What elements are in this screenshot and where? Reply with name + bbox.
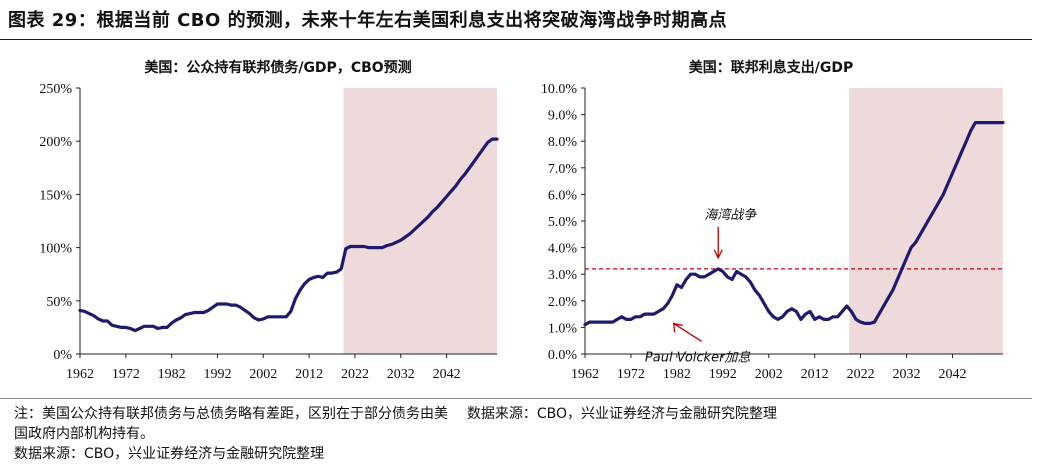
chart-title: 美国：公众持有联邦债务/GDP，CBO预测 xyxy=(144,59,411,76)
y-tick-label: 3.0% xyxy=(548,268,578,283)
y-tick-label: 0.0% xyxy=(548,348,578,363)
x-tick-label: 1982 xyxy=(663,367,691,382)
x-tick-label: 2012 xyxy=(295,367,323,382)
annotation-arrow-shaft xyxy=(673,322,703,342)
x-tick-label: 2042 xyxy=(938,367,966,382)
x-tick-label: 2002 xyxy=(755,367,783,382)
y-tick-label: 5.0% xyxy=(548,215,578,230)
x-tick-label: 1962 xyxy=(66,367,94,382)
y-tick-label: 8.0% xyxy=(548,135,578,150)
note-line-2: 国政府内部机构持有。 xyxy=(14,426,154,442)
series-line xyxy=(583,120,1005,327)
y-tick-label: 9.0% xyxy=(548,109,578,124)
source-inline: 数据来源：CBO，兴业证券经济与金融研究院整理 xyxy=(466,406,778,422)
y-tick-label: 50% xyxy=(46,295,72,310)
annotation-arrow-head xyxy=(713,249,723,260)
x-tick-label: 2012 xyxy=(801,367,829,382)
x-tick-label: 2032 xyxy=(893,367,921,382)
x-tick-label: 2042 xyxy=(433,367,461,382)
x-tick-label: 2022 xyxy=(341,367,369,382)
x-tick-label: 1962 xyxy=(571,367,599,382)
annotation-arrow-head xyxy=(672,322,683,333)
footnote-line-1: 注：美国公众持有联邦债务与总债务略有差距，区别在于部分债务由美 数据来源：CBO… xyxy=(14,404,777,424)
x-tick-label: 2022 xyxy=(847,367,875,382)
annotation-gulf-war: 海湾战争 xyxy=(704,207,757,223)
x-tick-label: 1992 xyxy=(709,367,737,382)
forecast-shading xyxy=(849,88,1003,354)
x-tick-label: 1982 xyxy=(158,367,186,382)
annotation-volcker: Paul Volcker加息 xyxy=(645,349,751,365)
y-tick-label: 250% xyxy=(39,82,72,97)
chart-public-debt: 美国：公众持有联邦债务/GDP，CBO预测 0% 50% 100% 150% 200% 25… xyxy=(39,59,499,382)
forecast-shading xyxy=(343,88,497,354)
x-tick-label: 1972 xyxy=(617,367,645,382)
y-tick-label: 150% xyxy=(39,188,72,203)
y-tick-label: 200% xyxy=(39,135,72,150)
title-rule xyxy=(0,39,1032,40)
y-tick-label: 1.0% xyxy=(548,321,578,336)
y-tick-label: 100% xyxy=(39,242,72,257)
y-tick-label: 7.0% xyxy=(548,162,578,177)
figure-title: 图表 29：根据当前 CBO 的预测，未来十年左右美国利息支出将突破海湾战争时期… xyxy=(8,10,728,31)
series-line xyxy=(78,137,499,333)
x-tick-label: 1992 xyxy=(203,367,231,382)
y-tick-label: 0% xyxy=(53,348,72,363)
source-line: 数据来源：CBO，兴业证券经济与金融研究院整理 xyxy=(14,446,325,462)
y-tick-label: 4.0% xyxy=(548,242,578,257)
x-tick-label: 2032 xyxy=(387,367,415,382)
chart-interest-outlays: 美国：联邦利息支出/GDP 0.0% 1.0% 2.0% 3.0% 4.0% 5.0% 6.0… xyxy=(541,59,1005,382)
y-tick-label: 2.0% xyxy=(548,295,578,310)
x-tick-label: 1972 xyxy=(112,367,140,382)
footnotes: 注：美国公众持有联邦债务与总债务略有差距，区别在于部分债务由美 数据来源：CBO… xyxy=(14,404,777,464)
x-tick-label: 2002 xyxy=(249,367,277,382)
footnote-rule xyxy=(0,398,1032,399)
chart-title: 美国：联邦利息支出/GDP xyxy=(689,59,854,76)
note-line-1: 注：美国公众持有联邦债务与总债务略有差距，区别在于部分债务由美 xyxy=(14,406,448,422)
y-tick-label: 6.0% xyxy=(548,188,578,203)
y-tick-label: 10.0% xyxy=(541,82,578,97)
